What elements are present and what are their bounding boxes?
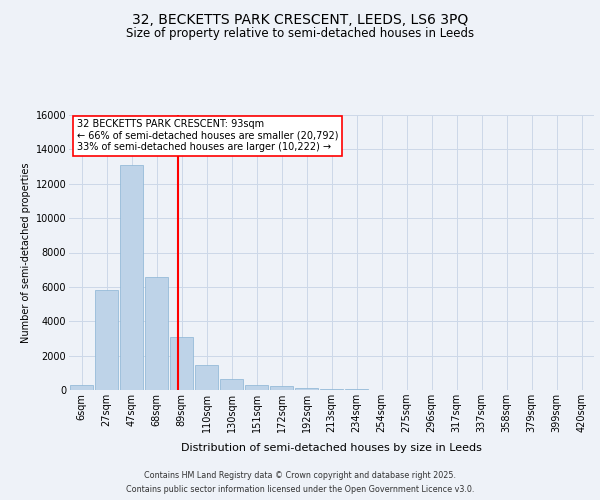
Text: Size of property relative to semi-detached houses in Leeds: Size of property relative to semi-detach… xyxy=(126,28,474,40)
Text: 32, BECKETTS PARK CRESCENT, LEEDS, LS6 3PQ: 32, BECKETTS PARK CRESCENT, LEEDS, LS6 3… xyxy=(132,12,468,26)
Bar xyxy=(270,386,293,390)
Bar xyxy=(220,380,243,390)
X-axis label: Distribution of semi-detached houses by size in Leeds: Distribution of semi-detached houses by … xyxy=(181,444,482,454)
Bar xyxy=(320,389,343,390)
Bar xyxy=(245,385,268,390)
Bar xyxy=(170,336,193,390)
Y-axis label: Number of semi-detached properties: Number of semi-detached properties xyxy=(22,162,31,343)
Bar xyxy=(95,290,118,390)
Bar xyxy=(195,365,218,390)
Text: 32 BECKETTS PARK CRESCENT: 93sqm
← 66% of semi-detached houses are smaller (20,7: 32 BECKETTS PARK CRESCENT: 93sqm ← 66% o… xyxy=(77,119,338,152)
Bar xyxy=(120,165,143,390)
Text: Contains HM Land Registry data © Crown copyright and database right 2025.: Contains HM Land Registry data © Crown c… xyxy=(144,471,456,480)
Bar xyxy=(295,388,318,390)
Bar xyxy=(70,385,93,390)
Bar xyxy=(145,276,168,390)
Text: Contains public sector information licensed under the Open Government Licence v3: Contains public sector information licen… xyxy=(126,485,474,494)
